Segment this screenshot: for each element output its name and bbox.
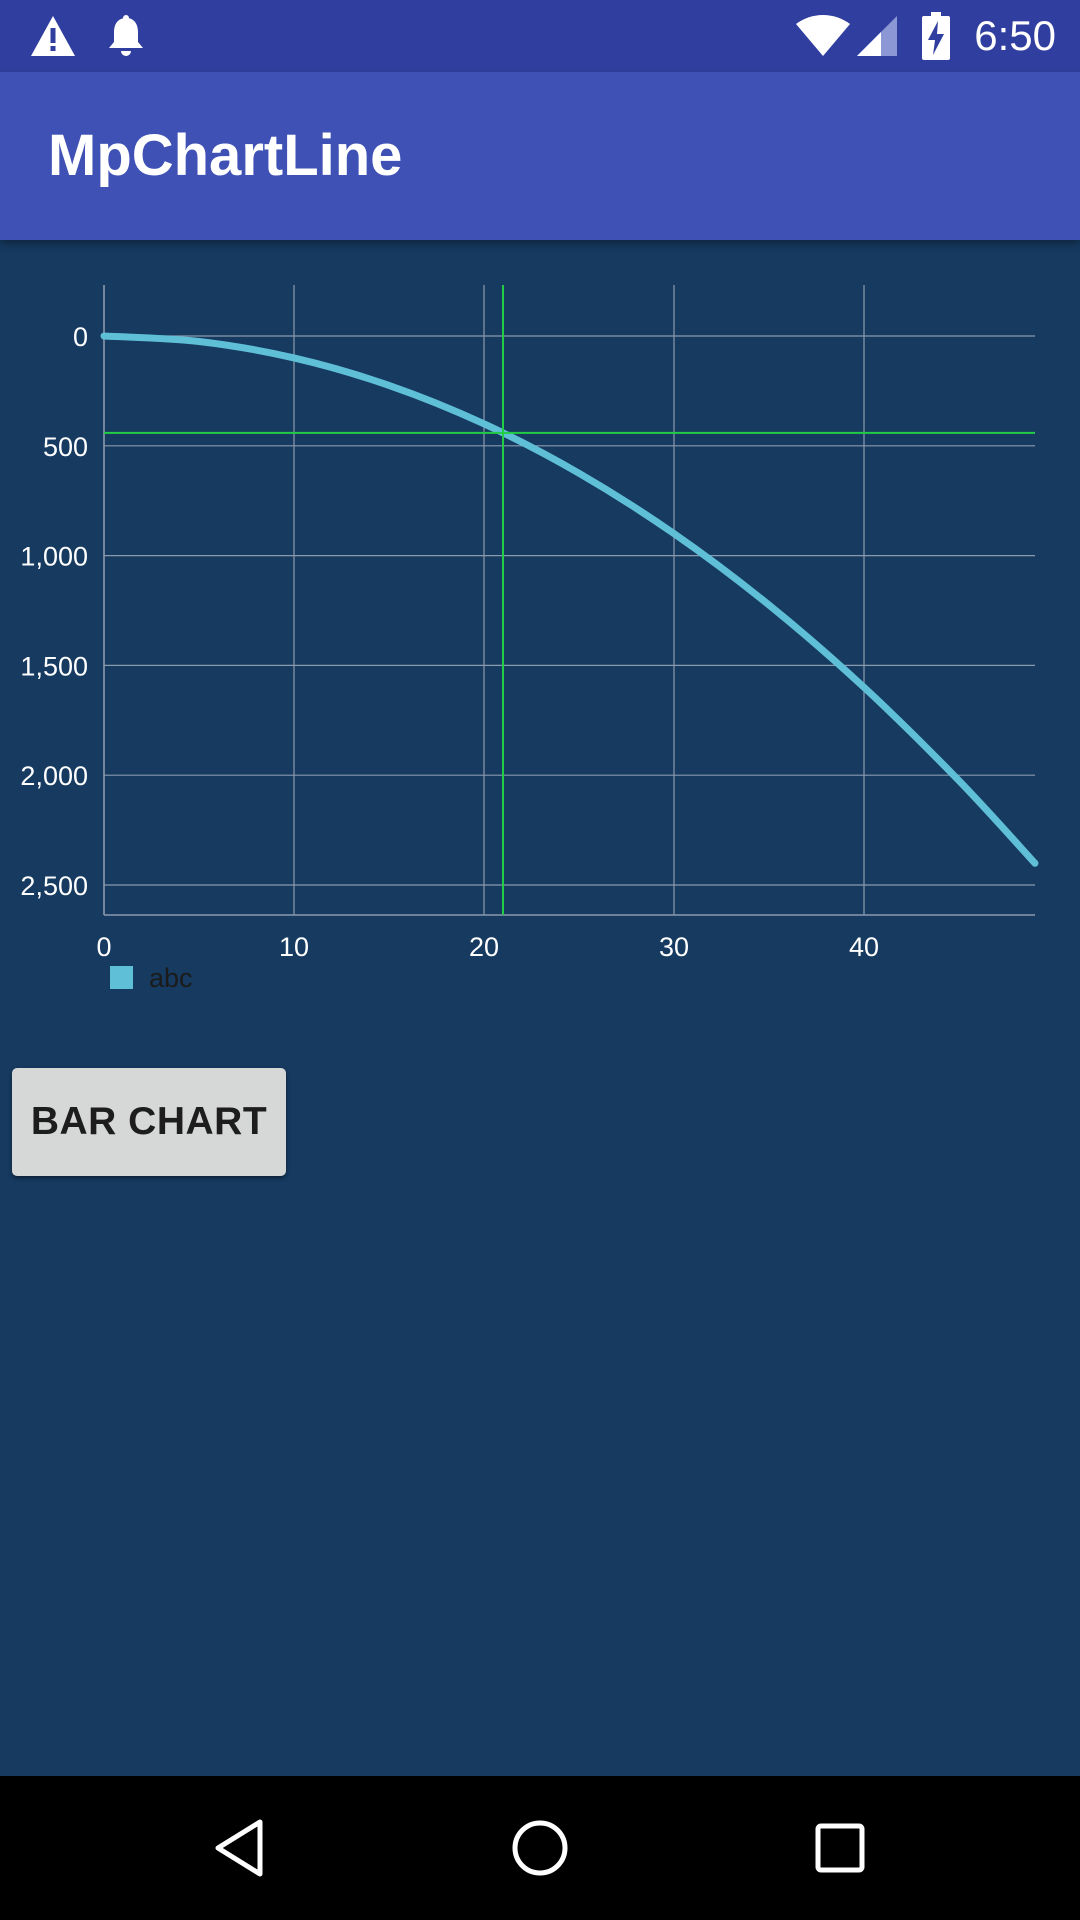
y-tick-label: 1,000 — [20, 542, 88, 572]
chart-grid — [103, 285, 1035, 915]
legend-swatch — [110, 966, 133, 989]
x-tick-label: 30 — [659, 932, 689, 962]
chart-series-layer — [100, 332, 1039, 867]
navigation-bar — [0, 1776, 1080, 1920]
cellular-signal-icon — [854, 0, 900, 72]
x-tick-label: 40 — [849, 932, 879, 962]
chart-highlight — [104, 285, 1035, 915]
recents-icon[interactable] — [760, 1776, 920, 1920]
y-tick-label: 0 — [73, 322, 88, 352]
line-chart[interactable]: 0 10 20 30 40 0 500 1,000 1,500 2,000 2,500 abc — [0, 240, 1080, 1020]
chart-legend: abc — [110, 963, 193, 993]
y-tick-label: 500 — [43, 432, 88, 462]
bar-chart-button[interactable]: BAR CHART — [12, 1068, 286, 1176]
series-line-abc — [100, 332, 1039, 867]
home-icon[interactable] — [460, 1776, 620, 1920]
legend-label: abc — [149, 963, 193, 993]
chart-tick-labels: 0 10 20 30 40 0 500 1,000 1,500 2,000 2,500 — [20, 322, 879, 962]
back-icon[interactable] — [160, 1776, 320, 1920]
wifi-icon — [794, 0, 852, 72]
status-bar: 6:50 — [0, 0, 1080, 72]
y-tick-label: 2,000 — [20, 761, 88, 791]
warning-icon — [28, 0, 78, 72]
x-tick-label: 20 — [469, 932, 499, 962]
app-bar: MpChartLine — [0, 72, 1080, 240]
app-title: MpChartLine — [48, 123, 403, 188]
y-tick-label: 2,500 — [20, 871, 88, 901]
battery-charging-icon — [920, 0, 952, 72]
chart-axes — [103, 285, 1035, 916]
status-time: 6:50 — [974, 12, 1056, 59]
y-tick-label: 1,500 — [20, 651, 88, 681]
x-tick-label: 0 — [96, 932, 111, 962]
notification-bell-icon — [104, 0, 148, 72]
x-tick-label: 10 — [279, 932, 309, 962]
content-area — [0, 240, 1080, 1776]
